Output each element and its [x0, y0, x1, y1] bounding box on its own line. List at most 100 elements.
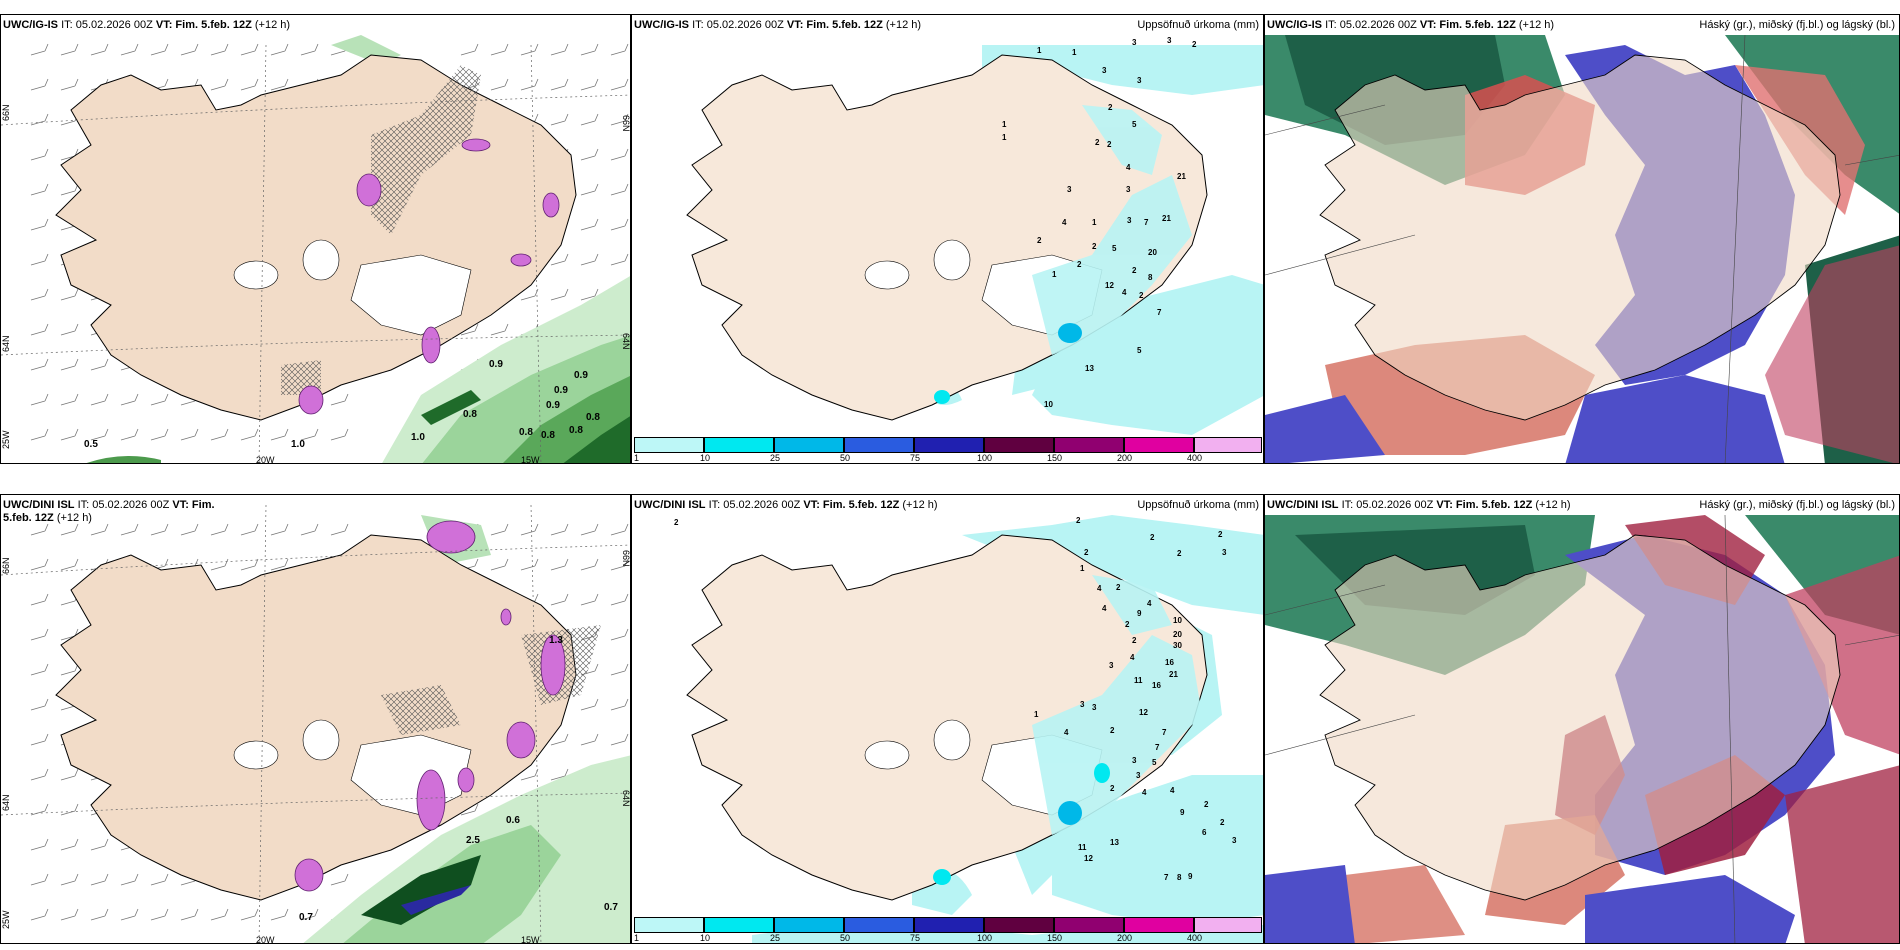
precip-label: 4	[1122, 288, 1127, 297]
precip-shading	[303, 515, 630, 943]
precip-label: 8	[1177, 873, 1182, 882]
precip-label: 11	[1078, 843, 1087, 852]
precip-core	[1094, 763, 1110, 783]
colorbar-label: 10	[700, 933, 711, 943]
iceland-land	[55, 534, 577, 901]
precip-label: 7	[1157, 308, 1162, 317]
colorbar-label: 10	[700, 453, 711, 463]
precip-label: 8	[1148, 273, 1153, 282]
precip-label: 0.5	[84, 439, 98, 450]
colorbar-swatch	[914, 437, 984, 453]
panel-title: UWC/IG-IS IT: 05.02.2026 00Z VT: Fim. 5.…	[1267, 19, 1555, 31]
precip-label: 2	[1107, 140, 1112, 149]
precip-values: 0.5 0.9 0.9 0.9 0.9 0.8 0.8 0.8 0.8 1.0 …	[84, 359, 600, 450]
precip-label: 1	[1052, 270, 1057, 279]
precip-label: 3	[1222, 548, 1227, 557]
precip-label: 1	[1034, 710, 1039, 719]
panel-title: UWC/DINI ISL IT: 05.02.2026 00Z VT: Fim.…	[3, 499, 215, 524]
precip-label: 20	[1148, 248, 1157, 257]
precip-label: 7	[1155, 743, 1160, 752]
precip-label: 1	[1072, 48, 1077, 57]
grid-label-20w: 20W	[256, 455, 275, 464]
precip-values: 0.7 0.6 0.7 2.5 1.3	[299, 635, 618, 923]
precip-label: 4	[1126, 163, 1131, 172]
precip-label: 2	[1116, 583, 1121, 592]
map-accum-precip: 1 1 3 2 3 3 3 1 1 2 5 2 2 4 3 21 3 4 1 3…	[686, 36, 1263, 435]
colorbar-swatch	[704, 917, 774, 933]
grid-label-64n-right: 64N	[621, 790, 631, 807]
precip-label: 2	[1076, 516, 1081, 525]
precip-label: 4	[1130, 653, 1135, 662]
precip-label: 13	[1110, 838, 1119, 847]
precip-label: 2	[1108, 103, 1113, 112]
precip-label: 16	[1165, 658, 1174, 667]
panel-field-title: Háský (gr.), miðský (fj.bl.) og lágský (…	[1699, 19, 1895, 31]
precip-label: 0.8	[569, 425, 583, 436]
colorbar-swatch	[774, 437, 844, 453]
colorbar-label: 75	[910, 453, 921, 463]
precip-label: 1.3	[549, 635, 563, 646]
iceland-land	[1319, 534, 1841, 901]
colorbar: 1 10 25 50 75 100 150 200 400	[632, 435, 1263, 463]
colorbar-swatch	[774, 917, 844, 933]
precip-label: 2	[1037, 236, 1042, 245]
grid-label-25w: 25W	[1, 910, 11, 929]
precip-label: 21	[1177, 172, 1186, 181]
colorbar-swatch	[844, 437, 914, 453]
colorbar-label: 200	[1117, 933, 1133, 943]
grid-label-15w: 15W	[521, 455, 540, 464]
precip-label: 0.8	[519, 427, 533, 438]
precip-label: 3	[1232, 836, 1237, 845]
precip-label: 0.8	[463, 409, 477, 420]
grid-label-66n: 66N	[1, 104, 11, 121]
precip-over-land	[1032, 575, 1202, 835]
glaciers	[233, 239, 472, 336]
colorbar-label: 100	[977, 453, 993, 463]
grid-label-15w: 15W	[521, 935, 540, 944]
precip-label: 5	[1112, 244, 1117, 253]
precip-label: 7	[1162, 728, 1167, 737]
colorbar-label: 25	[770, 933, 781, 943]
map-clouds	[1265, 514, 1899, 943]
precip-label: 13	[1085, 364, 1094, 373]
precip-label: 0.8	[586, 412, 600, 423]
panel-dini-wind: UWC/DINI ISL IT: 05.02.2026 00Z VT: Fim.…	[0, 494, 631, 944]
precip-label: 5	[1137, 346, 1142, 355]
precip-label: 4	[1142, 788, 1147, 797]
precip-label: 3	[1132, 756, 1137, 765]
map-clouds	[1265, 34, 1899, 463]
colorbar-label: 150	[1047, 453, 1063, 463]
colorbar: 1 10 25 50 75 100 150 200 400	[632, 915, 1263, 943]
precip-label: 2	[1132, 266, 1137, 275]
grid-label-66n-right: 66N	[621, 115, 631, 132]
precip-label: 2	[1084, 548, 1089, 557]
panel-field-title: Háský (gr.), miðský (fj.bl.) og lágský (…	[1699, 499, 1895, 511]
grid-label-66n: 66N	[1, 557, 11, 574]
precip-label: 21	[1169, 670, 1178, 679]
grid-label-64n: 64N	[1, 335, 11, 352]
map-wind-precip: 66N 64N 25W 20W 15W 66N 64N 0.7 0.6 0.7 …	[1, 504, 631, 944]
precip-label: 4	[1062, 218, 1067, 227]
colorbar-label: 25	[770, 453, 781, 463]
graticule	[1265, 514, 1899, 943]
panel-title: UWC/IG-IS IT: 05.02.2026 00Z VT: Fim. 5.…	[634, 19, 922, 31]
precip-label: 2	[1192, 40, 1197, 49]
colorbar-swatch	[1054, 917, 1124, 933]
precip-purple	[298, 138, 560, 415]
precip-label: 1	[1080, 564, 1085, 573]
colorbar-swatch	[634, 437, 704, 453]
panel-ig-precip: UWC/IG-IS IT: 05.02.2026 00Z VT: Fim. 5.…	[631, 14, 1264, 464]
colorbar-label: 150	[1047, 933, 1063, 943]
panel-dini-clouds: UWC/DINI ISL IT: 05.02.2026 00Z VT: Fim.…	[1264, 494, 1900, 944]
precip-label: 3	[1127, 216, 1132, 225]
precip-label: 4	[1097, 584, 1102, 593]
precip-purple	[294, 520, 566, 892]
precip-label: 12	[1105, 281, 1114, 290]
colorbar-swatch	[1124, 917, 1194, 933]
panel-title: UWC/IG-IS IT: 05.02.2026 00Z VT: Fim. 5.…	[3, 19, 291, 31]
precip-label: 11	[1134, 676, 1143, 685]
graticule	[1, 504, 630, 943]
panel-field-title: Uppsöfnuð úrkoma (mm)	[1137, 499, 1259, 511]
precip-label: 2	[1125, 620, 1130, 629]
precip-label: 2.5	[466, 835, 480, 846]
